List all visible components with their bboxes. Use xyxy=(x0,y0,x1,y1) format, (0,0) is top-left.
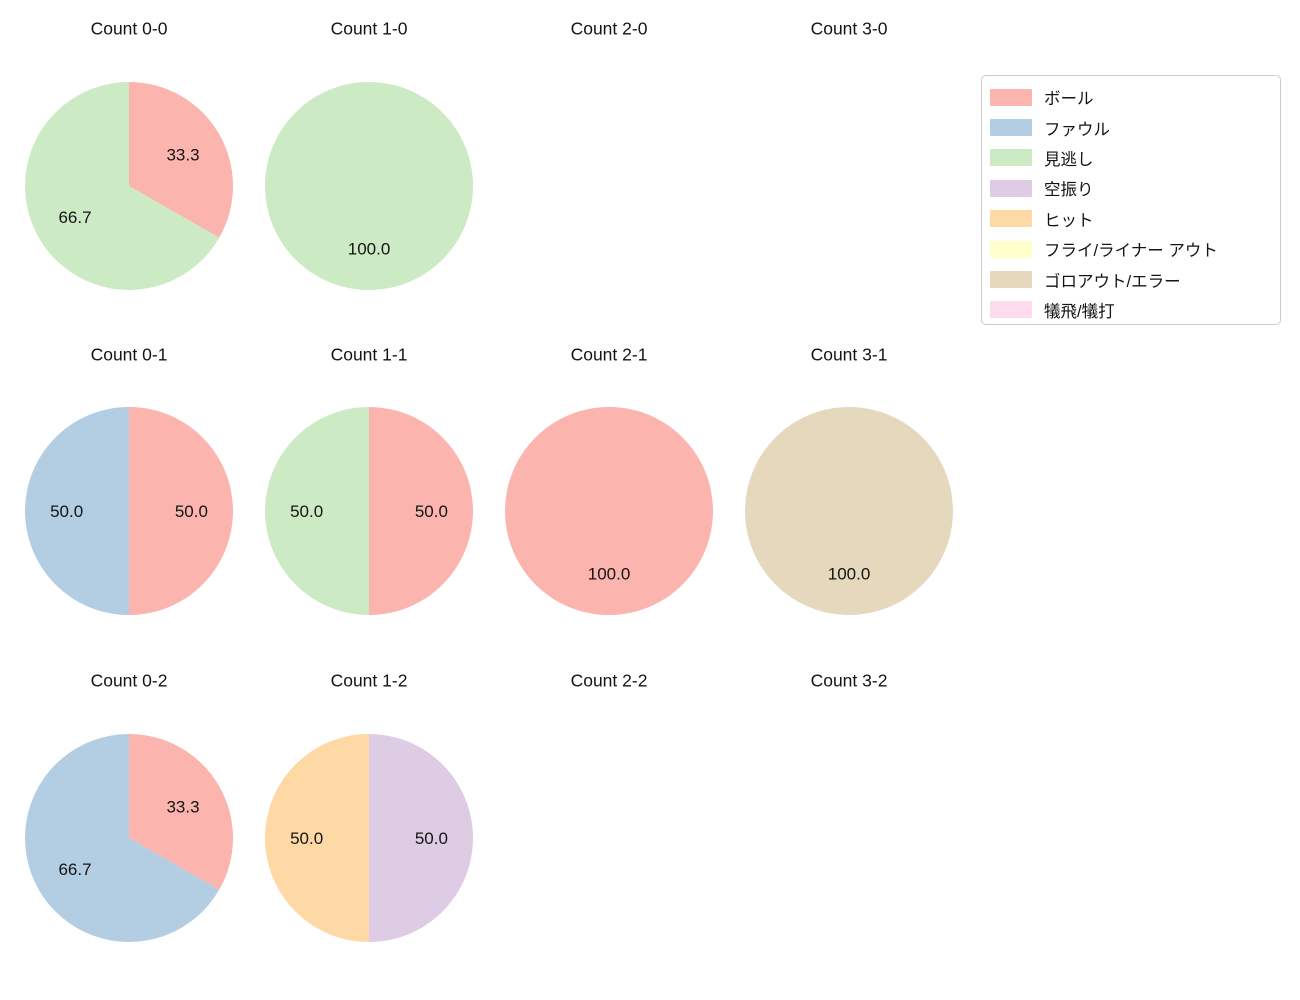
pie-slice xyxy=(265,407,369,615)
chart-title: Count 2-2 xyxy=(570,670,648,691)
pie-slice xyxy=(25,734,220,942)
pie-percentage-label: 33.3 xyxy=(166,798,199,817)
pie: 50.0 50.0 xyxy=(265,407,473,615)
pie-slice xyxy=(369,407,473,615)
chart-title: Count 0-0 xyxy=(90,18,168,39)
pie: 33.3 66.7 xyxy=(25,82,234,290)
legend-label: 空振り xyxy=(1044,181,1094,200)
legend-item: 空振り xyxy=(982,173,1280,203)
chart-title: Count 2-0 xyxy=(570,18,648,39)
chart-title: Count 0-1 xyxy=(90,344,168,365)
legend-label: フライ/ライナー アウト xyxy=(1044,242,1218,261)
pie-percentage-label: 50.0 xyxy=(290,829,323,848)
chart-title: Count 1-0 xyxy=(330,18,408,39)
legend-label: 犠飛/犠打 xyxy=(1044,302,1115,321)
pie-percentage-label: 50.0 xyxy=(415,502,448,521)
chart-title: Count 0-2 xyxy=(90,670,168,691)
pie-percentage-label: 33.3 xyxy=(166,146,199,165)
pie: 100.0 xyxy=(745,407,953,615)
chart-title: Count 1-2 xyxy=(330,670,408,691)
legend-label: ファウル xyxy=(1044,120,1110,139)
pie-percentage-label: 50.0 xyxy=(415,829,448,848)
pie-slice xyxy=(25,82,220,290)
chart-title: Count 1-1 xyxy=(330,344,408,365)
pie-slice xyxy=(369,734,473,942)
legend-swatch xyxy=(990,149,1032,167)
pie-slice xyxy=(25,407,129,615)
legend: ボールファウル見逃し空振りヒットフライ/ライナー アウト ゴロアウト/エラー 犠飛/… xyxy=(981,75,1281,325)
pie-percentage-label: 66.7 xyxy=(58,860,91,879)
legend-item: 見逃し xyxy=(982,143,1280,173)
chart-title: Count 2-1 xyxy=(570,344,648,365)
chart-title: Count 3-0 xyxy=(810,18,888,39)
pie-percentage-label: 100.0 xyxy=(828,564,871,583)
chart-title: Count 3-1 xyxy=(810,344,888,365)
legend-swatch xyxy=(990,88,1032,106)
pie-percentage-label: 100.0 xyxy=(348,239,391,258)
pie: 100.0 xyxy=(505,407,713,615)
pie-percentage-label: 100.0 xyxy=(588,564,631,583)
pie-slice xyxy=(505,407,713,615)
pie: 50.0 50.0 xyxy=(265,734,473,942)
legend-label: ゴロアウト/エラー xyxy=(1044,272,1181,291)
legend-item: ゴロアウト/エラー xyxy=(982,264,1280,294)
legend-swatch xyxy=(990,119,1032,137)
legend-swatch xyxy=(990,210,1032,228)
pie-slice xyxy=(745,407,953,615)
pie-percentage-label: 50.0 xyxy=(290,502,323,521)
chart-title: Count 3-2 xyxy=(810,670,888,691)
pie: 100.0 xyxy=(265,82,473,290)
pie-slice xyxy=(265,734,369,942)
legend-swatch xyxy=(990,271,1032,289)
pie-percentage-label: 66.7 xyxy=(58,208,91,227)
legend-label: ヒット xyxy=(1044,211,1094,230)
pie: 50.0 50.0 xyxy=(25,407,233,615)
pie: 33.3 66.7 xyxy=(25,734,234,942)
pie-percentage-label: 50.0 xyxy=(175,502,208,521)
pie-slice xyxy=(265,82,473,290)
legend-swatch xyxy=(990,301,1032,319)
legend-item: フライ/ライナー アウト xyxy=(982,234,1280,264)
legend-item: ボール xyxy=(982,82,1280,112)
pie-slice xyxy=(129,82,234,238)
legend-item: 犠飛/犠打 xyxy=(982,295,1280,325)
legend-label: 見逃し xyxy=(1044,150,1094,169)
legend-label: ボール xyxy=(1044,90,1094,109)
legend-item: ファウル xyxy=(982,112,1280,142)
pie-percentage-label: 50.0 xyxy=(50,502,83,521)
legend-swatch xyxy=(990,240,1032,258)
pie-slice xyxy=(129,734,234,890)
pie-slice xyxy=(129,407,233,615)
legend-swatch xyxy=(990,179,1032,197)
legend-item: ヒット xyxy=(982,204,1280,234)
